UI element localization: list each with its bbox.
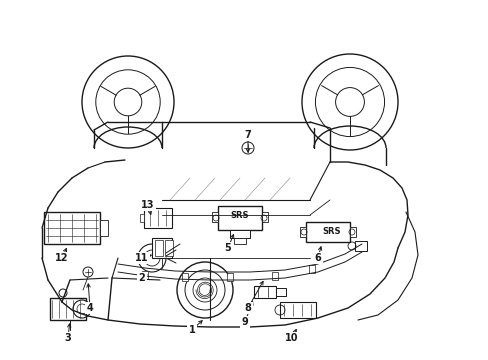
Bar: [271, 272, 278, 280]
Bar: [140, 214, 143, 222]
Text: 11: 11: [135, 253, 148, 263]
Bar: [354, 241, 366, 251]
Bar: [299, 227, 305, 237]
Bar: [253, 286, 275, 298]
Text: 2: 2: [138, 273, 145, 283]
Text: 1: 1: [188, 325, 195, 335]
Bar: [218, 206, 262, 230]
Text: 5: 5: [224, 243, 231, 253]
Bar: [280, 302, 315, 318]
Bar: [143, 208, 172, 228]
Text: 3: 3: [64, 333, 71, 343]
Bar: [44, 212, 100, 244]
Bar: [212, 212, 218, 222]
Bar: [305, 222, 349, 242]
Text: 4: 4: [86, 303, 93, 313]
Bar: [155, 240, 163, 256]
Bar: [142, 271, 148, 279]
Text: 9: 9: [241, 317, 248, 327]
Text: SRS: SRS: [322, 228, 341, 237]
Text: SRS: SRS: [230, 211, 249, 220]
Bar: [100, 220, 108, 236]
Bar: [262, 212, 267, 222]
Bar: [308, 265, 314, 273]
Bar: [349, 227, 355, 237]
Text: 6: 6: [314, 253, 321, 263]
Bar: [50, 298, 86, 320]
Bar: [226, 273, 232, 281]
Text: 12: 12: [55, 253, 69, 263]
Text: 10: 10: [285, 333, 298, 343]
Bar: [229, 230, 249, 238]
Bar: [275, 288, 285, 296]
Text: 8: 8: [244, 303, 251, 313]
Bar: [182, 273, 187, 281]
Bar: [152, 238, 172, 258]
Bar: [234, 238, 245, 244]
Bar: [164, 240, 173, 256]
Text: 7: 7: [244, 130, 251, 140]
Text: 13: 13: [141, 200, 154, 210]
